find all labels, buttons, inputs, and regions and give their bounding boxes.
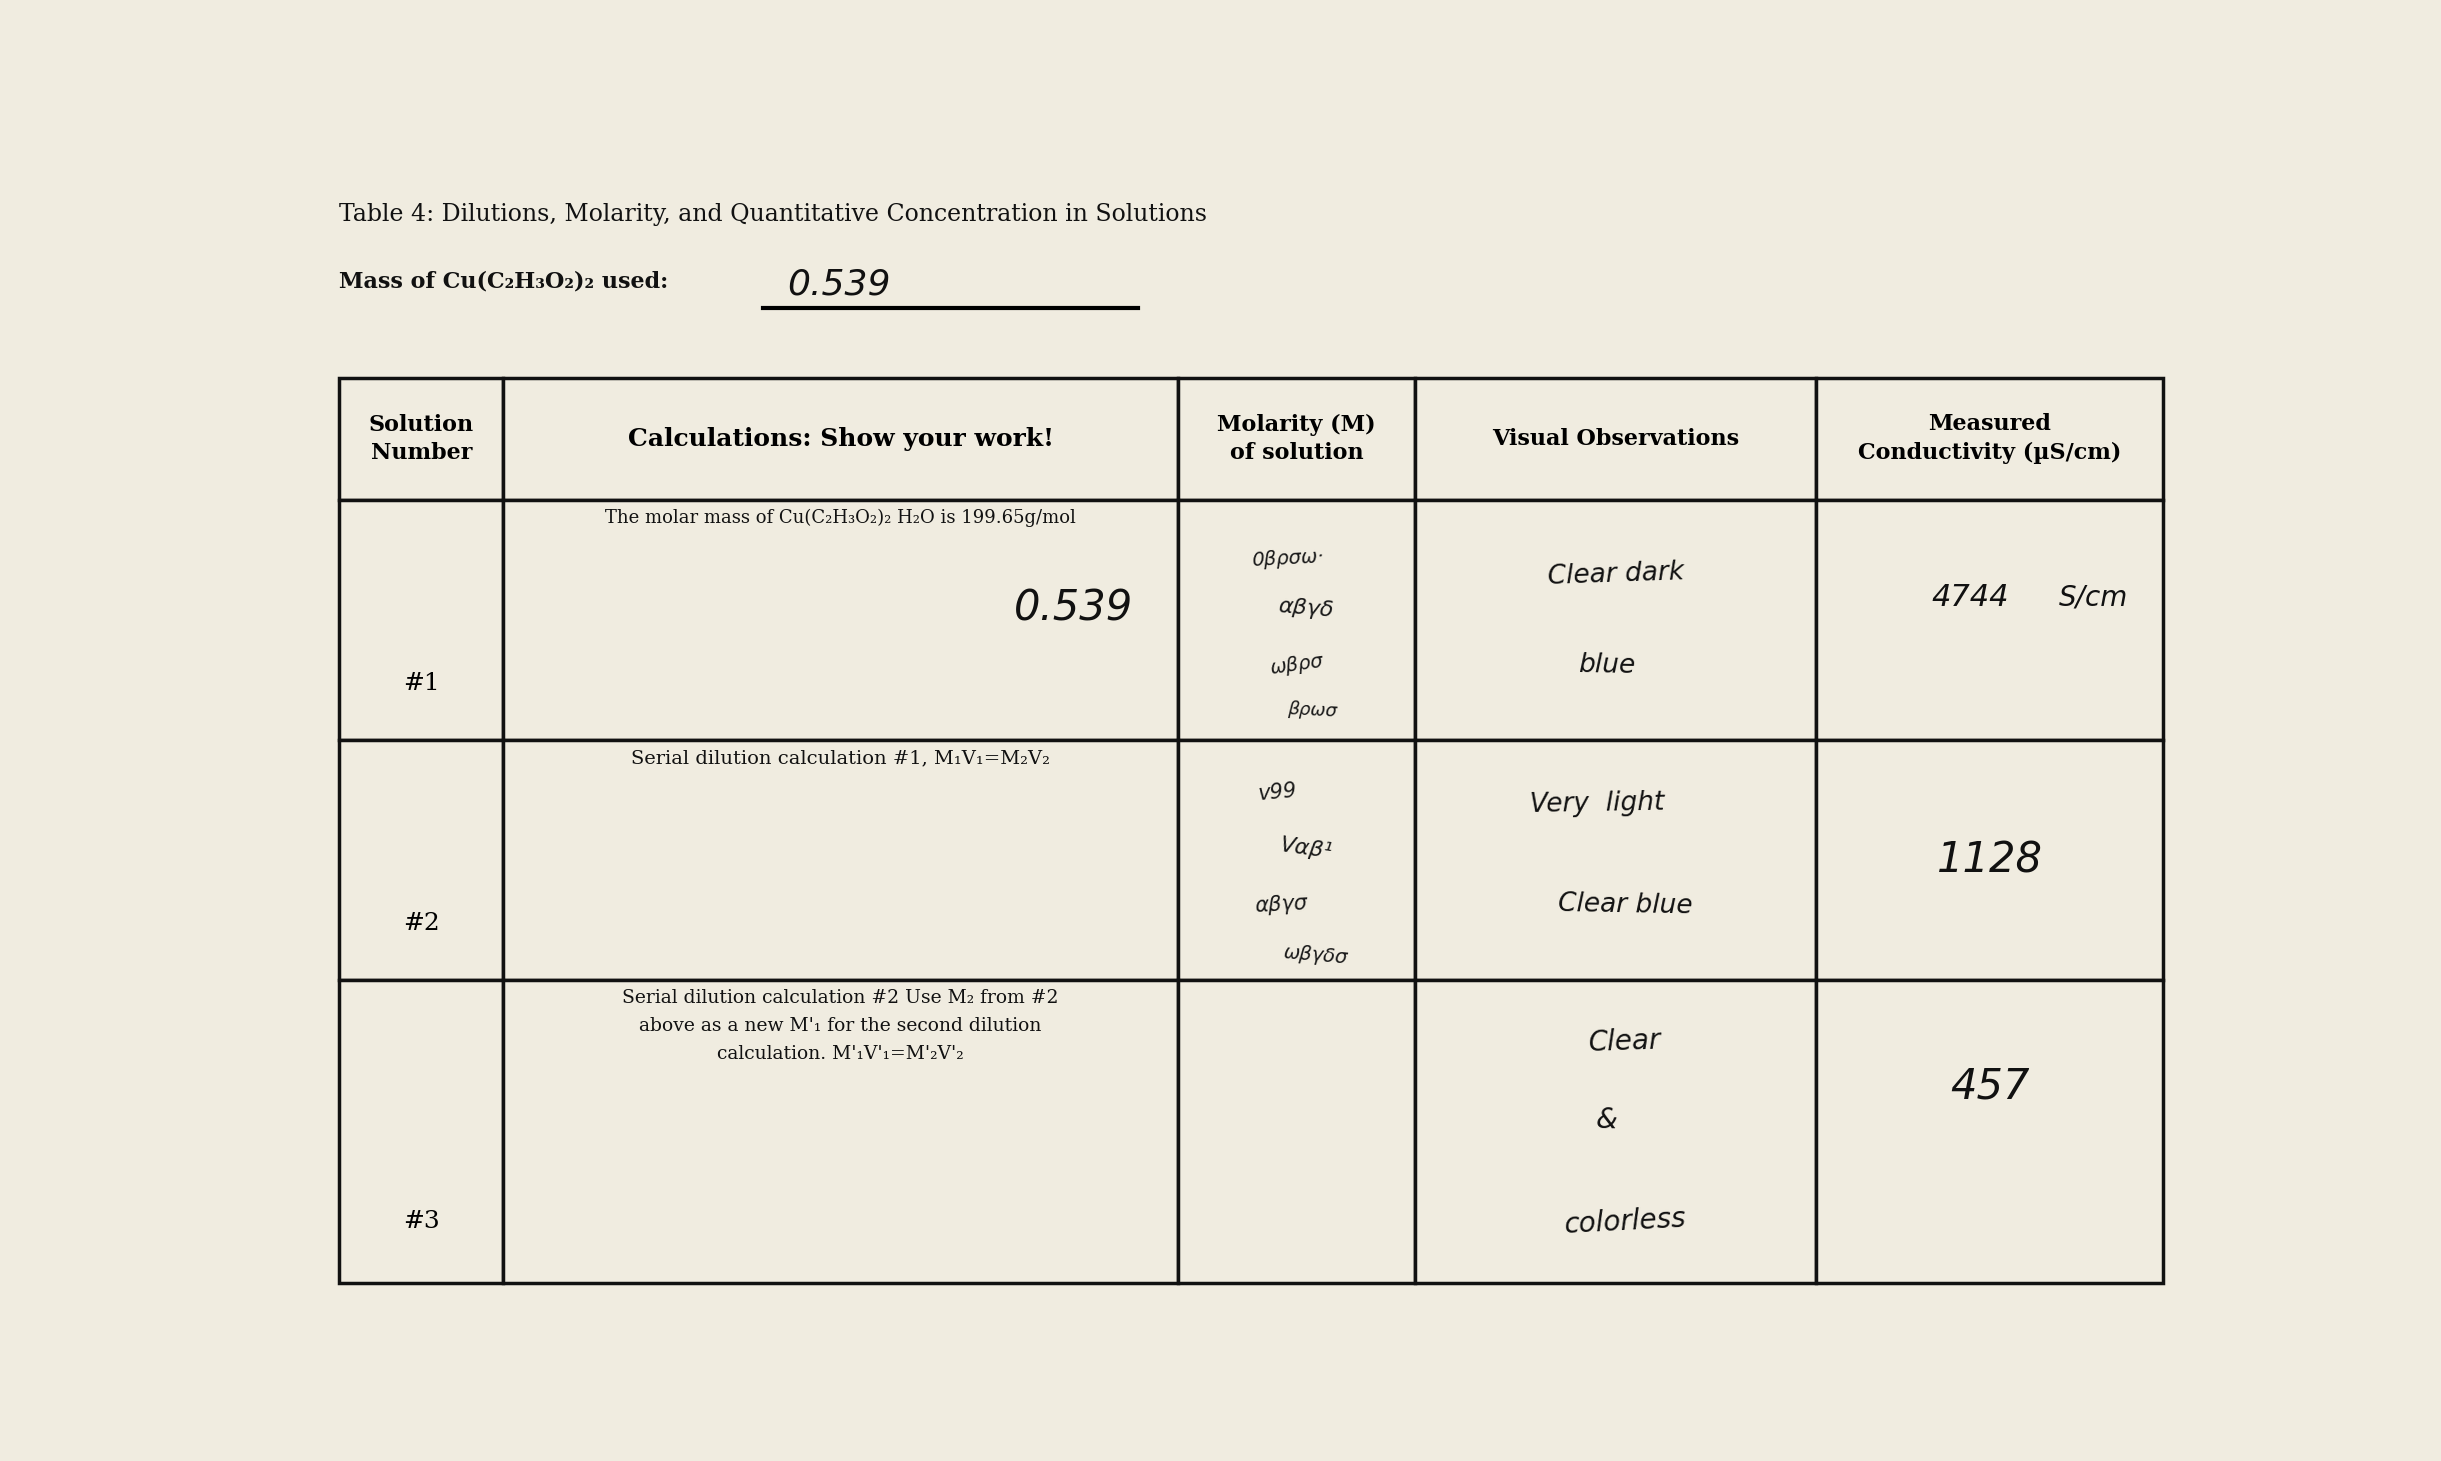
Text: S/cm: S/cm <box>2060 583 2129 612</box>
Text: 1128: 1128 <box>1936 839 2043 881</box>
Text: Very  light: Very light <box>1531 789 1665 818</box>
Bar <box>339 980 503 1283</box>
Text: Clear blue: Clear blue <box>1557 891 1692 919</box>
Text: αβγσ: αβγσ <box>1255 894 1308 916</box>
Bar <box>1816 378 2163 500</box>
Text: ωβγδσ: ωβγδσ <box>1282 944 1347 969</box>
Text: 0βρσω·: 0βρσω· <box>1250 546 1323 570</box>
Bar <box>1416 500 1816 741</box>
Text: #3: #3 <box>403 1210 439 1233</box>
Text: Table 4: Dilutions, Molarity, and Quantitative Concentration in Solutions: Table 4: Dilutions, Molarity, and Quanti… <box>339 203 1208 226</box>
Text: Serial dilution calculation #1, M₁V₁=M₂V₂: Serial dilution calculation #1, M₁V₁=M₂V… <box>632 749 1050 767</box>
Bar <box>1179 741 1416 980</box>
Bar <box>503 500 1179 741</box>
Text: Clear: Clear <box>1589 1027 1662 1056</box>
Text: Calculations: Show your work!: Calculations: Show your work! <box>627 427 1055 451</box>
Text: &: & <box>1596 1106 1618 1135</box>
Bar <box>1416 980 1816 1283</box>
Text: Solution
Number: Solution Number <box>369 413 474 465</box>
Text: #1: #1 <box>403 672 439 695</box>
Bar <box>503 378 1179 500</box>
Bar <box>503 980 1179 1283</box>
Text: colorless: colorless <box>1562 1204 1687 1239</box>
Bar <box>1816 741 2163 980</box>
Text: Visual Observations: Visual Observations <box>1491 428 1740 450</box>
Text: Mass of Cu(C₂H₃O₂)₂ used:: Mass of Cu(C₂H₃O₂)₂ used: <box>339 270 669 294</box>
Text: ωβρσ: ωβρσ <box>1269 652 1325 678</box>
Text: 0.539: 0.539 <box>1015 587 1133 630</box>
Bar <box>1416 741 1816 980</box>
Bar <box>1816 980 2163 1283</box>
Text: Vαβ¹: Vαβ¹ <box>1279 836 1333 862</box>
Bar <box>339 741 503 980</box>
Bar <box>503 741 1179 980</box>
Text: Molarity (M)
of solution: Molarity (M) of solution <box>1218 413 1377 465</box>
Bar <box>339 500 503 741</box>
Text: The molar mass of Cu(C₂H₃O₂)₂ H₂O is 199.65g/mol: The molar mass of Cu(C₂H₃O₂)₂ H₂O is 199… <box>605 508 1076 527</box>
Bar <box>339 378 503 500</box>
Text: Clear dark: Clear dark <box>1548 560 1684 590</box>
Bar <box>1816 500 2163 741</box>
Text: #2: #2 <box>403 912 439 935</box>
Text: v99: v99 <box>1257 780 1299 804</box>
Text: Measured
Conductivity (µS/cm): Measured Conductivity (µS/cm) <box>1858 413 2121 465</box>
Text: blue: blue <box>1577 652 1635 678</box>
Bar <box>1179 378 1416 500</box>
Text: βρωσ: βρωσ <box>1286 700 1338 720</box>
Text: Serial dilution calculation #2 Use M₂ from #2
above as a new M'₁ for the second : Serial dilution calculation #2 Use M₂ fr… <box>622 989 1059 1062</box>
Text: 457: 457 <box>1950 1065 2028 1107</box>
Text: αβγδ: αβγδ <box>1277 596 1335 621</box>
Text: 4744: 4744 <box>1931 583 2009 612</box>
Bar <box>1179 980 1416 1283</box>
Bar <box>1416 378 1816 500</box>
Bar <box>1179 500 1416 741</box>
Text: 0.539: 0.539 <box>788 267 891 301</box>
